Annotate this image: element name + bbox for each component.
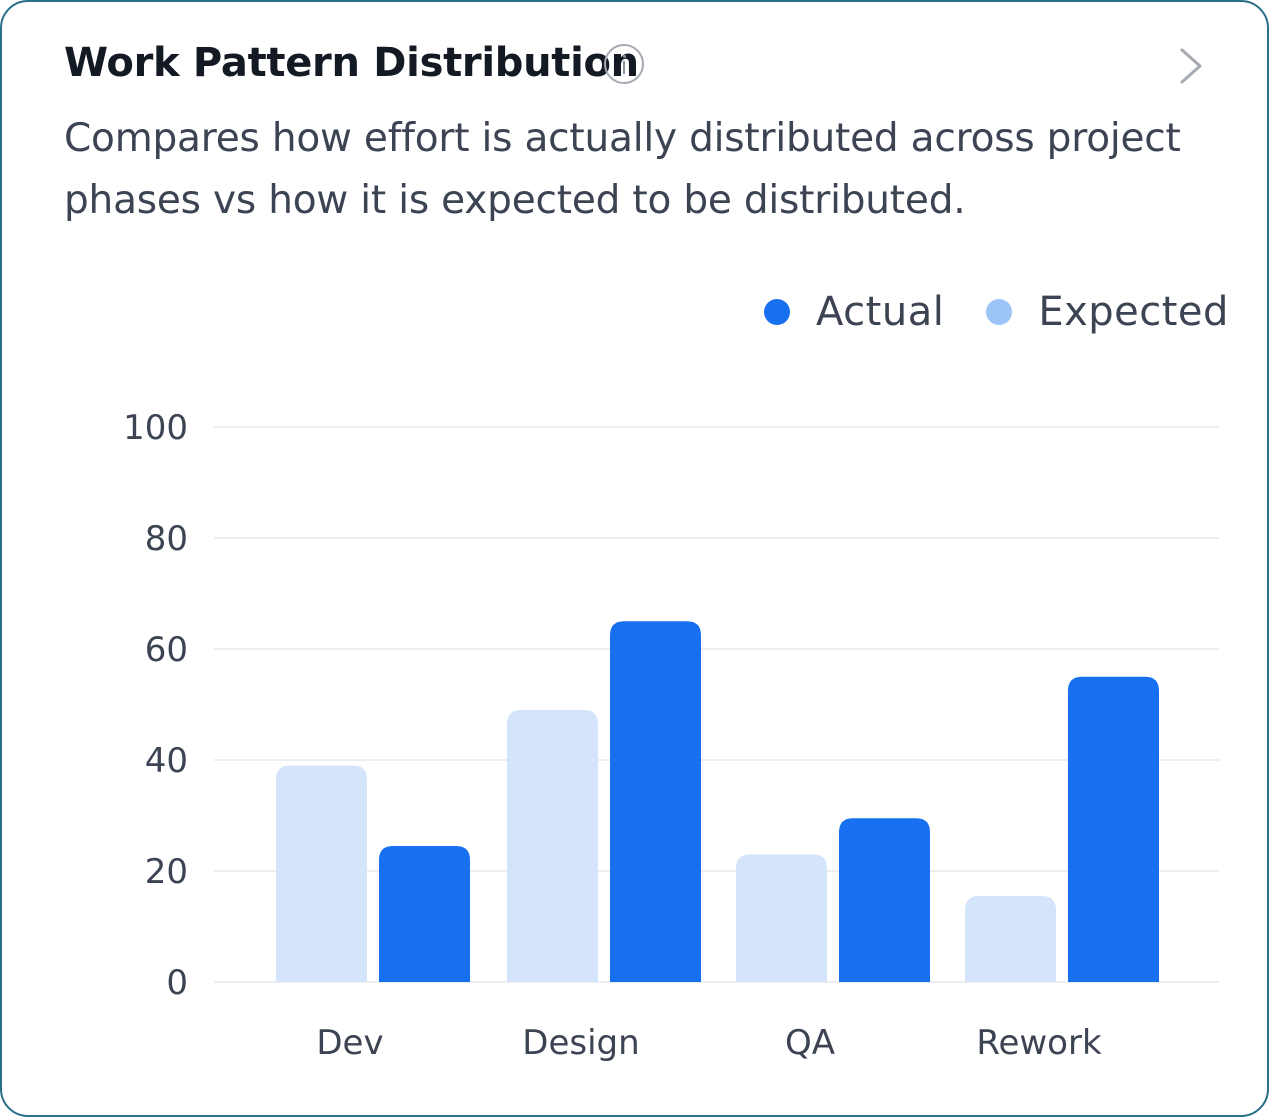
chart-legend: Actual Expected: [764, 284, 1229, 340]
bar-actual-design: [610, 621, 701, 982]
bar-expected-design: [507, 710, 598, 982]
legend-label-expected: Expected: [1038, 289, 1229, 335]
info-icon[interactable]: [604, 44, 644, 84]
y-tick-label-80: 80: [145, 519, 188, 559]
x-tick-label-rework: Rework: [976, 1023, 1102, 1063]
x-tick-label-qa: QA: [785, 1023, 835, 1063]
y-tick-label-60: 60: [145, 630, 188, 670]
legend-label-actual: Actual: [816, 289, 945, 335]
card-title: Work Pattern Distribution: [64, 40, 639, 86]
bar-actual-qa: [839, 818, 930, 982]
chevron-right-icon[interactable]: [1170, 42, 1210, 90]
legend-swatch-actual: [764, 299, 790, 325]
x-tick-label-design: Design: [522, 1023, 639, 1063]
bar-expected-dev: [276, 765, 367, 982]
y-tick-label-40: 40: [145, 741, 188, 781]
bar-expected-qa: [736, 854, 827, 982]
bar-expected-rework: [965, 895, 1056, 982]
legend-swatch-expected: [986, 299, 1013, 325]
y-tick-label-20: 20: [145, 852, 188, 892]
y-tick-label-0: 0: [166, 963, 188, 1003]
x-tick-label-dev: Dev: [316, 1023, 383, 1063]
bar-actual-dev: [379, 846, 470, 982]
y-tick-label-100: 100: [123, 408, 188, 448]
legend-item-expected: Expected: [986, 289, 1229, 335]
legend-item-actual: Actual: [764, 289, 944, 335]
card-subtitle: Compares how effort is actually distribu…: [64, 116, 1181, 223]
bar-actual-rework: [1068, 676, 1159, 982]
